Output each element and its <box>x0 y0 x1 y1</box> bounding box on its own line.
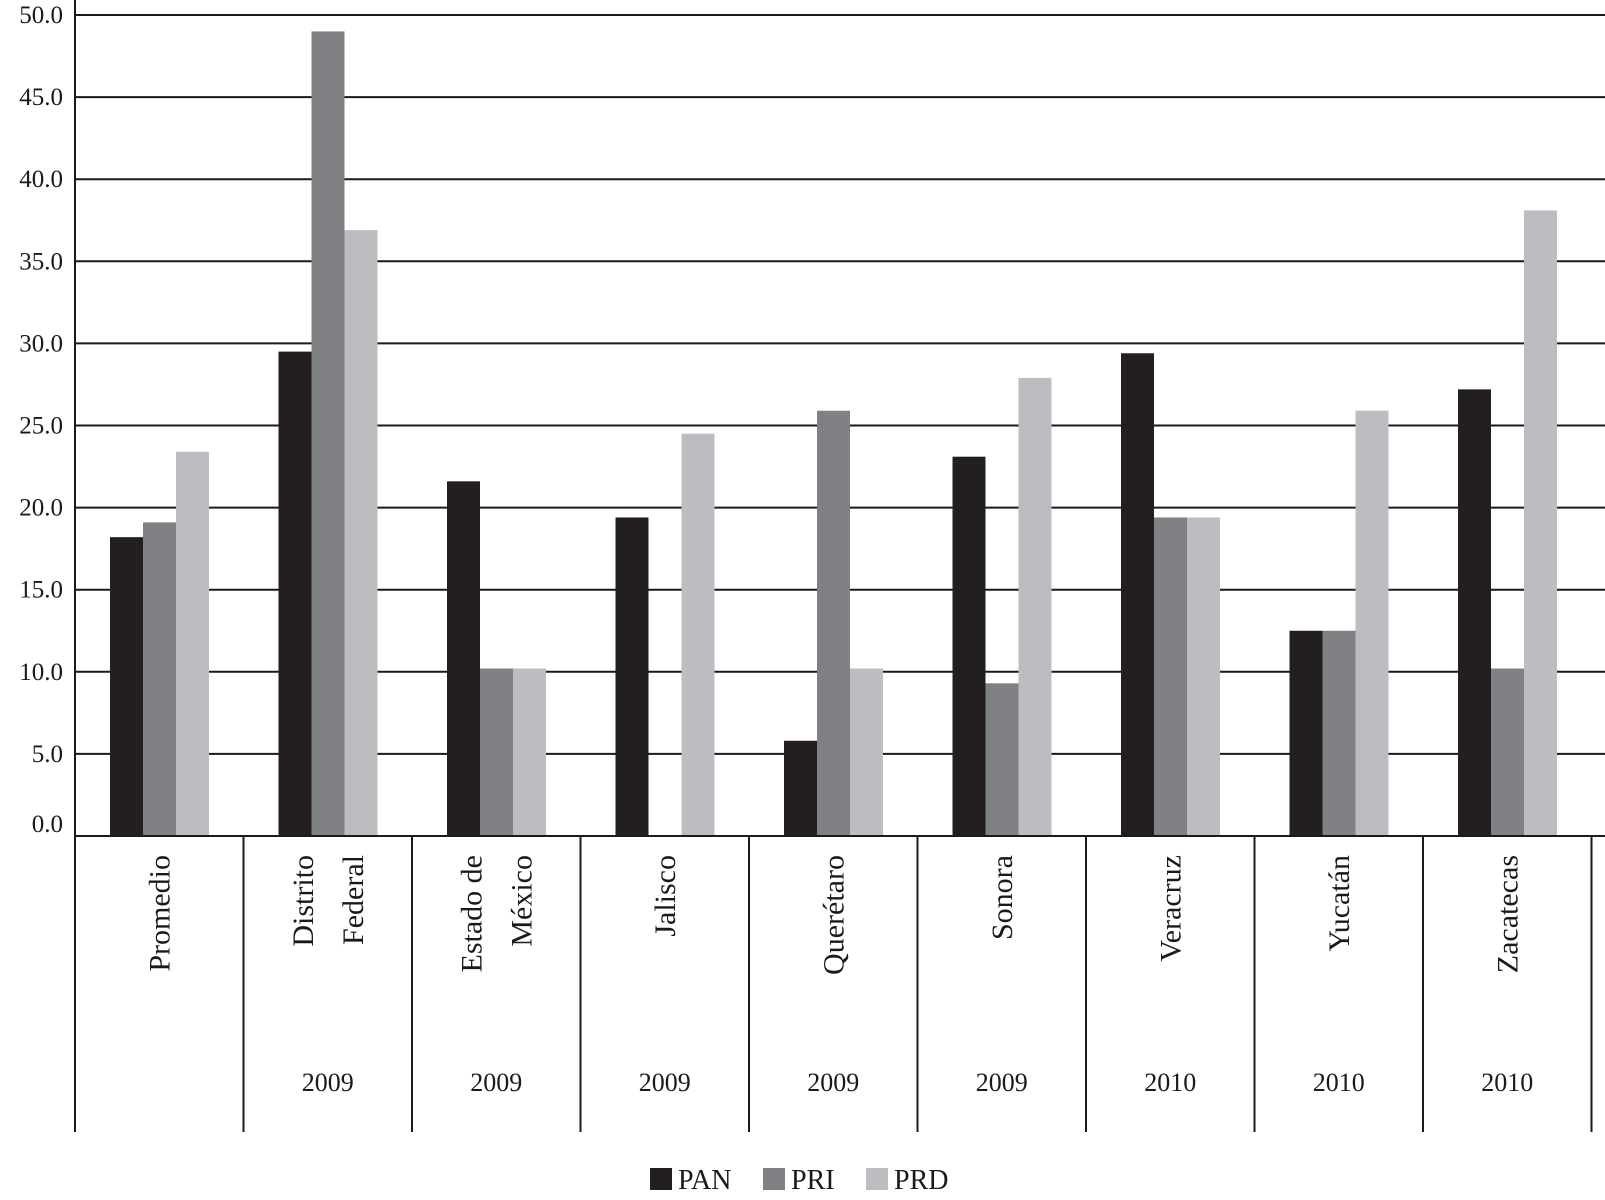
y-tick-label: 45.0 <box>19 84 63 111</box>
category-label: Sonora <box>986 855 1019 940</box>
year-label: 2010 <box>1481 1068 1533 1097</box>
bar-prd <box>344 230 378 837</box>
y-tick-label: 35.0 <box>19 248 63 275</box>
y-tick-label: 50.0 <box>19 2 63 29</box>
bar-pan <box>952 456 986 836</box>
y-tick-label: 25.0 <box>19 413 63 440</box>
y-tick-label: 30.0 <box>19 330 63 357</box>
bar-pri <box>985 683 1019 836</box>
category-label: Federal <box>337 855 370 945</box>
category-label: Jalisco <box>649 855 682 937</box>
y-tick-label: 40.0 <box>19 166 63 193</box>
bar-pan <box>615 517 649 836</box>
year-label: 2009 <box>470 1068 522 1097</box>
category-label: Yucatán <box>1323 855 1356 952</box>
bar-pri <box>1491 668 1524 836</box>
legend-label-pan: PAN <box>678 1165 731 1196</box>
bar-pan <box>447 481 480 836</box>
category-labels: Promedio Distrito Federal 2009 Estado de Méxi… <box>143 855 1533 1097</box>
bar-pri <box>480 668 513 836</box>
legend-label-pri: PRI <box>791 1165 835 1196</box>
bar-prd <box>1524 210 1557 836</box>
bar-pri <box>1322 630 1356 836</box>
y-tick-label: 10.0 <box>19 659 63 686</box>
y-tick-label: 5.0 <box>32 741 63 768</box>
bar-pri <box>817 410 850 836</box>
legend-swatch-prd <box>866 1168 888 1190</box>
y-tick-label: 20.0 <box>19 495 63 522</box>
bar-prd <box>681 433 715 836</box>
bar-pri <box>143 522 176 836</box>
bar-pan <box>1289 630 1323 836</box>
bar-prd <box>1355 410 1389 836</box>
bar-prd <box>513 668 546 836</box>
category-label: Promedio <box>143 855 176 972</box>
year-label: 2009 <box>807 1068 859 1097</box>
legend-swatch-pan <box>650 1168 672 1190</box>
bar-prd <box>1018 377 1052 836</box>
bar-pan <box>784 740 817 836</box>
bar-pri <box>1154 517 1187 836</box>
year-label: 2009 <box>976 1068 1028 1097</box>
bars <box>110 31 1557 837</box>
category-label: México <box>505 855 538 947</box>
axes <box>74 0 1605 1132</box>
y-tick-label: 15.0 <box>19 577 63 604</box>
legend: PAN PRI PRD <box>650 1165 948 1196</box>
bar-pan <box>110 537 143 836</box>
category-label: Zacatecas <box>1491 855 1524 973</box>
year-label: 2010 <box>1313 1068 1365 1097</box>
year-label: 2009 <box>302 1068 354 1097</box>
bar-pan <box>1458 389 1491 836</box>
y-axis-tick-labels: 0.0 5.0 10.0 15.0 20.0 25.0 30.0 35.0 40.0 45.0 50… <box>19 2 63 838</box>
category-label: Estado de <box>455 855 488 972</box>
legend-swatch-pri <box>763 1168 785 1190</box>
category-label: Veracruz <box>1154 855 1187 962</box>
year-label: 2009 <box>639 1068 691 1097</box>
bar-prd <box>1187 517 1220 836</box>
bar-pan <box>1121 353 1154 836</box>
legend-label-prd: PRD <box>894 1165 948 1196</box>
bar-prd <box>850 668 883 836</box>
year-label: 2010 <box>1144 1068 1196 1097</box>
category-label: Distrito <box>287 855 320 947</box>
category-label: Querétaro <box>817 855 850 975</box>
bar-pri <box>311 31 345 837</box>
bar-prd <box>176 451 209 836</box>
y-tick-label: 0.0 <box>32 811 63 838</box>
bar-pan <box>278 351 312 836</box>
